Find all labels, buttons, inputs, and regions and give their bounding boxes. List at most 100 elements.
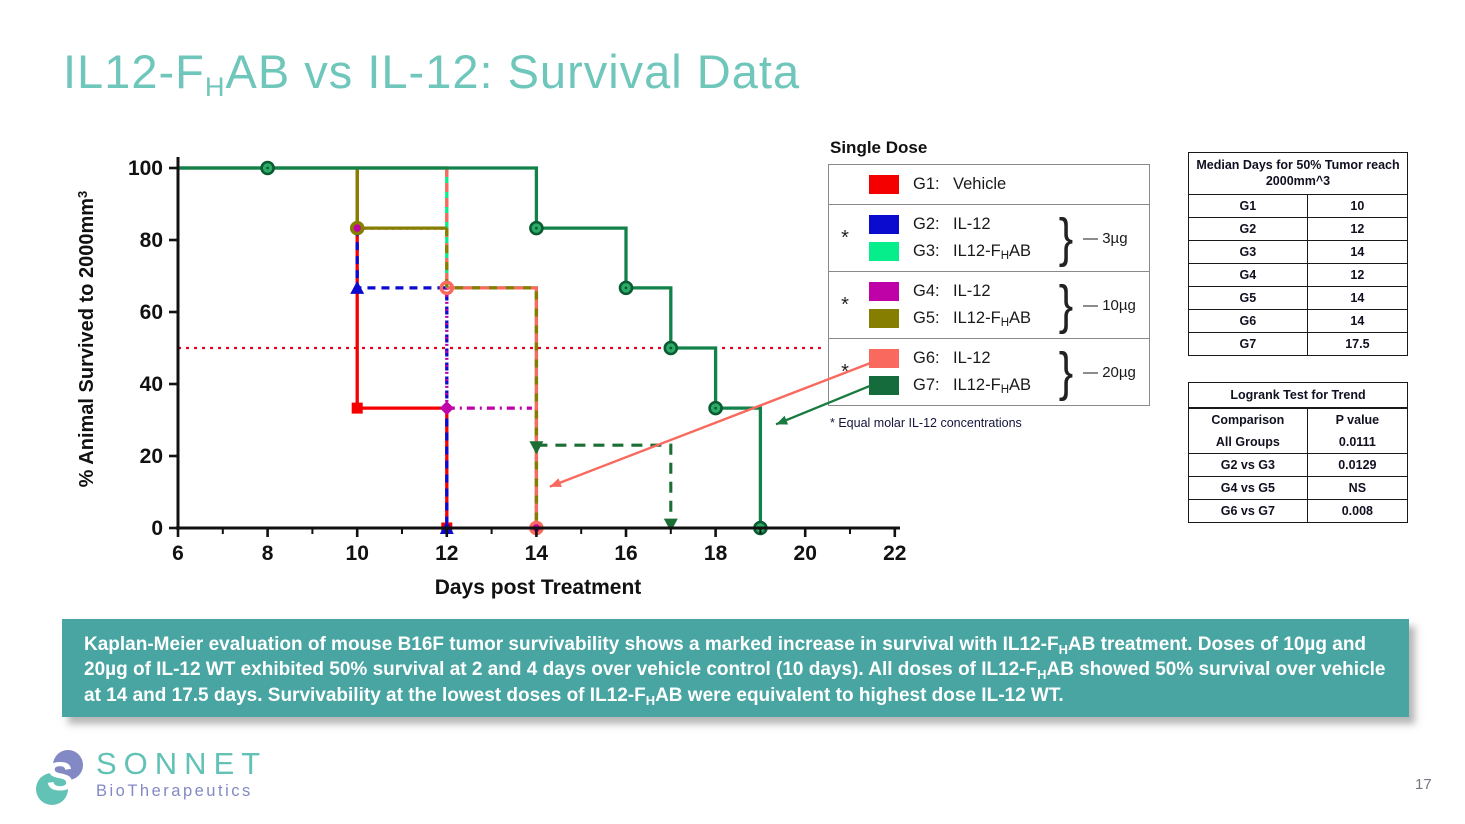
- legend-group-name: IL12-FHAB: [953, 309, 1032, 330]
- table-cell: G2: [1239, 221, 1257, 236]
- table-cell: 0.008: [1306, 500, 1407, 523]
- legend-entry-g5: G5: IL12-FHAB: [857, 305, 1057, 332]
- marker-g4: [439, 401, 454, 416]
- marker-g7-dot: [714, 406, 717, 410]
- x-tick-label: 20: [794, 542, 817, 565]
- table-row: All Groups 0.0111: [1189, 431, 1407, 454]
- down-arrowhead: [663, 518, 678, 532]
- company-logo: S SONNET BioTherapeutics: [34, 746, 268, 810]
- table-cell: 14: [1306, 240, 1407, 263]
- table-cell: 12: [1306, 217, 1407, 240]
- table-cell: G4: [1239, 267, 1257, 282]
- dose-bracket: } — 10µg: [1058, 275, 1136, 335]
- legend-entries: G4: IL-12 G5: IL12-FHAB: [857, 278, 1057, 332]
- legend-swatch-g3: [869, 242, 899, 261]
- marker-g6: [439, 280, 455, 296]
- dose-bracket: } — 3µg: [1058, 208, 1128, 268]
- marker-g7-dot: [669, 346, 673, 350]
- legend-swatch-g1: [869, 175, 899, 194]
- legend-row: * G6: IL-12 G7: IL12-FHAB} — 20µg: [829, 338, 1149, 405]
- table-row: G3 14: [1189, 239, 1407, 263]
- legend-group-name: IL-12: [953, 349, 991, 367]
- page-title: IL12-FHAB vs IL-12: Survival Data: [63, 45, 801, 102]
- marker-g5: [349, 220, 365, 236]
- series-line-g5: [445, 228, 539, 528]
- legend-group-id: G1:: [913, 175, 940, 193]
- series-line-g2: [355, 228, 449, 528]
- table-row: G1 10: [1189, 194, 1407, 217]
- table-cell: 14: [1306, 309, 1407, 332]
- legend-footnote: * Equal molar IL-12 concentrations: [830, 416, 1022, 430]
- down-arrowhead: [529, 441, 544, 455]
- marker-g7-dot: [266, 166, 269, 170]
- median-days-table: Median Days for 50% Tumor reach 2000mm^3…: [1188, 152, 1408, 356]
- legend-group-id: G6:: [913, 349, 940, 367]
- legend-group-id: G3:: [913, 242, 940, 260]
- legend-group-id: G7:: [913, 376, 940, 394]
- series-line-g5: [355, 168, 447, 230]
- table-row: G5 14: [1189, 285, 1407, 309]
- x-tick-label: 10: [346, 542, 369, 565]
- legend-group-name: IL12-FHAB: [953, 242, 1032, 263]
- legend-group-id: G2:: [913, 215, 940, 233]
- legend-swatch-g4: [869, 282, 899, 301]
- legend-swatch-g7: [869, 376, 899, 395]
- legend-entry-g6: G6: IL-12: [857, 345, 1057, 372]
- legend-group-name: IL-12: [953, 282, 991, 300]
- table-row: G2 vs G3 0.0129: [1189, 453, 1407, 477]
- legend-row: * G4: IL-12 G5: IL12-FHAB} — 10µg: [829, 271, 1149, 338]
- table-cell: G3: [1239, 244, 1257, 259]
- x-tick-label: 6: [172, 542, 184, 565]
- table-cell: NS: [1306, 477, 1407, 500]
- marker-g1: [351, 402, 363, 414]
- table-cell: 17.5: [1306, 332, 1407, 355]
- legend-group-id: G5:: [913, 309, 940, 327]
- x-axis-label: Days post Treatment: [435, 576, 642, 599]
- logrank-table-body: All Groups 0.0111 G2 vs G3 0.0129 G4 vs G5 NS…: [1189, 431, 1407, 523]
- legend-swatch-g2: [869, 215, 899, 234]
- legend-entries: G2: IL-12 G3: IL12-FHAB: [857, 211, 1057, 265]
- y-tick-label: 100: [128, 157, 163, 180]
- table-cell: G4 vs G5: [1220, 481, 1275, 496]
- dose-label: — 10µg: [1083, 296, 1136, 314]
- svg-text:S: S: [47, 755, 74, 799]
- legend-entries: G6: IL-12 G7: IL12-FHAB: [857, 345, 1057, 399]
- legend-group-id: G4:: [913, 282, 940, 300]
- x-tick-label: 12: [435, 542, 458, 565]
- legend-group-name: IL-12: [953, 215, 991, 233]
- marker-g7-dot: [624, 286, 628, 290]
- y-tick-label: 80: [140, 229, 163, 252]
- legend-title: Single Dose: [830, 138, 928, 157]
- y-tick-label: 0: [151, 517, 163, 540]
- x-tick-label: 18: [704, 542, 728, 565]
- legend-swatch-g6: [869, 349, 899, 368]
- y-axis-label: % Animal Survived to 2000mm3: [75, 190, 98, 488]
- legend-row: * G2: IL-12 G3: IL12-FHAB } — 3µg: [829, 204, 1149, 271]
- table-row: G7 17.5: [1189, 331, 1407, 355]
- logo-company-name: SONNET: [96, 746, 268, 781]
- summary-caption: Kaplan-Meier evaluation of mouse B16F tu…: [62, 619, 1409, 717]
- table-cell: G7: [1239, 336, 1257, 351]
- table-cell: G6: [1239, 313, 1257, 328]
- y-tick-label: 40: [140, 373, 163, 396]
- table-cell: 0.0129: [1306, 454, 1407, 477]
- dose-bracket: } — 20µg: [1058, 342, 1136, 402]
- table-cell: G6 vs G7: [1220, 504, 1275, 519]
- logrank-header-pvalue: P value: [1306, 409, 1407, 432]
- table-cell: 12: [1306, 263, 1407, 286]
- equal-molar-asterisk: *: [841, 360, 849, 383]
- marker-g7-dot: [535, 226, 538, 230]
- table-cell: G5: [1239, 290, 1257, 305]
- page-number: 17: [1415, 776, 1432, 793]
- legend-box: G1: Vehicle * G2: IL-12 G3: IL12-FHAB} — 3µg * G4…: [828, 164, 1150, 406]
- median-table-title: Median Days for 50% Tumor reach 2000mm^3: [1189, 153, 1407, 195]
- table-cell: 14: [1306, 286, 1407, 309]
- logo-text: SONNET BioTherapeutics: [96, 746, 268, 801]
- x-tick-label: 16: [614, 542, 637, 565]
- equal-molar-asterisk: *: [841, 226, 849, 249]
- dose-label: — 3µg: [1083, 229, 1128, 247]
- median-table-body: G1 10 G2 12 G3 14 G4 12 G5 14 G6 14 G7 17.5: [1189, 194, 1407, 355]
- kaplan-meier-chart: 6 8 10 12 14 16 18 20 22 0 20 40 60 80 100 Days post Tr…: [128, 157, 906, 599]
- marker-g2: [350, 280, 365, 294]
- legend-entry-g3: G3: IL12-FHAB: [857, 238, 1057, 265]
